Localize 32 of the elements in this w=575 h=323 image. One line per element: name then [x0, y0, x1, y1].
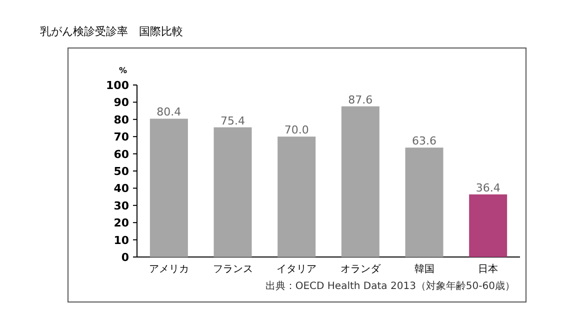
chart-title: 乳がん検診受診率 国際比較 [40, 25, 183, 38]
source-note: 出典：OECD Health Data 2013（対象年齢50-60歳） [265, 280, 515, 292]
y-tick-label: 40 [114, 182, 130, 196]
x-tick-label: アメリカ [148, 264, 189, 275]
y-tick-label: 0 [121, 251, 130, 264]
y-tick-label: 90 [114, 96, 130, 110]
data-label: 63.6 [412, 134, 436, 148]
y-tick-label: 70 [114, 130, 130, 144]
x-tick-label: フランス [212, 264, 253, 275]
bar [278, 136, 316, 257]
y-tick-label: 10 [114, 234, 130, 247]
bar [469, 194, 508, 257]
data-label: 36.4 [476, 181, 500, 194]
data-label: 75.4 [220, 114, 245, 128]
y-axis-title: % [118, 66, 128, 75]
x-tick-label: 韓国 [414, 263, 434, 275]
y-tick-label: 80 [114, 113, 130, 126]
bar [341, 106, 380, 257]
y-tick-label: 60 [114, 148, 130, 161]
data-label: 70.0 [284, 124, 309, 137]
x-tick-label: オランダ [340, 263, 382, 275]
y-tick-label: 50 [114, 165, 130, 178]
data-label: 87.6 [348, 93, 373, 106]
y-tick-label: 20 [114, 216, 130, 230]
y-tick-label: 100 [106, 79, 130, 92]
x-tick-label: イタリア [276, 264, 317, 275]
bar [405, 148, 444, 257]
bar [214, 127, 252, 257]
x-tick-label: 日本 [478, 263, 498, 275]
data-label: 80.4 [156, 106, 182, 119]
y-tick-label: 30 [114, 199, 130, 212]
bar [150, 118, 188, 257]
